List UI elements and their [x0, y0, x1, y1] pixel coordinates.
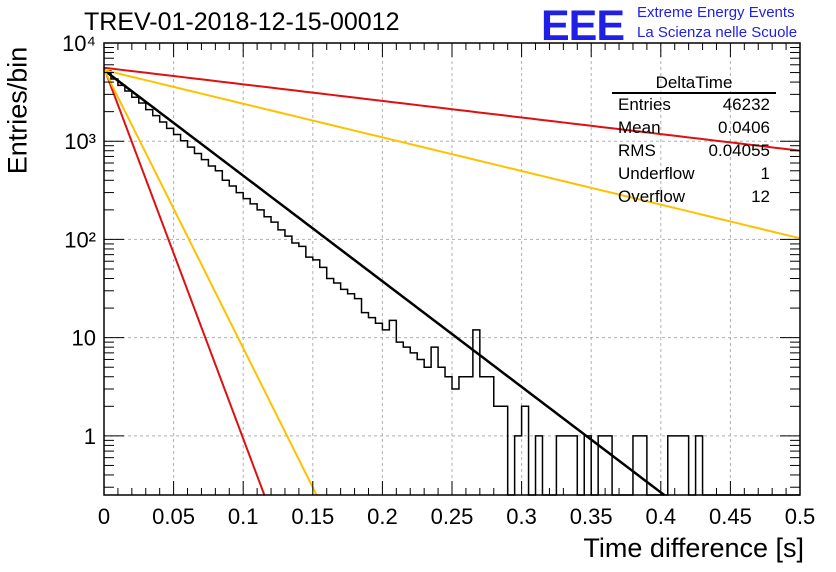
stats-label: RMS: [618, 141, 656, 160]
x-tick-label: 0.45: [709, 504, 752, 529]
histogram: [104, 70, 800, 496]
stats-value: 46232: [723, 95, 770, 114]
x-axis-label: Time difference [s]: [583, 533, 804, 563]
logo-line1: Extreme Energy Events: [637, 4, 795, 21]
fit-curve-1: [103, 67, 266, 496]
x-tick-label: 0: [98, 504, 110, 529]
stats-label: Entries: [618, 95, 671, 114]
x-tick-label: 0.25: [431, 504, 474, 529]
fit-curve-2: [103, 68, 318, 496]
x-tick-label: 0.05: [152, 504, 195, 529]
x-tick-label: 0.1: [228, 504, 259, 529]
fit-curve-0: [103, 69, 665, 496]
fit-curves: [103, 66, 801, 496]
stats-value: 1: [761, 164, 770, 183]
y-axis: 1 10 10² 10³ 10⁴: [62, 31, 800, 488]
fit-curve-4: [103, 69, 801, 240]
histogram-outline: [104, 70, 800, 496]
stats-box: DeltaTime Entries 46232 Mean 0.0406 RMS 0.0405…: [612, 73, 776, 206]
grid: [104, 43, 800, 495]
chart-title: TREV-01-2018-12-15-00012: [84, 8, 400, 36]
stats-value: 12: [751, 187, 770, 206]
x-axis: 0 0.05 0.1 0.15 0.2 0.25 0.3 0.35 0.4 0.45 0.5: [98, 43, 815, 529]
eee-logo: EEE: [541, 2, 625, 50]
x-tick-label: 0.5: [785, 504, 816, 529]
stats-value: 0.0406: [718, 118, 770, 137]
stats-label: Mean: [618, 118, 661, 137]
x-tick-label: 0.15: [291, 504, 334, 529]
y-tick-label: 10: [72, 326, 96, 351]
y-axis-label: Entries/bin: [2, 46, 33, 175]
stats-title: DeltaTime: [656, 73, 733, 92]
y-tick-label: 10⁴: [62, 31, 96, 56]
logo-line2: La Scienza nelle Scuole: [637, 24, 798, 41]
x-tick-label: 0.3: [506, 504, 537, 529]
y-tick-label: 10²: [64, 227, 96, 252]
stats-label: Overflow: [618, 187, 686, 206]
fit-curve-3: [103, 66, 801, 152]
x-tick-label: 0.35: [570, 504, 613, 529]
x-tick-label: 0.2: [367, 504, 398, 529]
stats-value: 0.04055: [709, 141, 770, 160]
stats-label: Underflow: [618, 164, 695, 183]
y-tick-label: 10³: [64, 129, 96, 154]
y-tick-label: 1: [84, 424, 96, 449]
x-tick-label: 0.4: [646, 504, 677, 529]
